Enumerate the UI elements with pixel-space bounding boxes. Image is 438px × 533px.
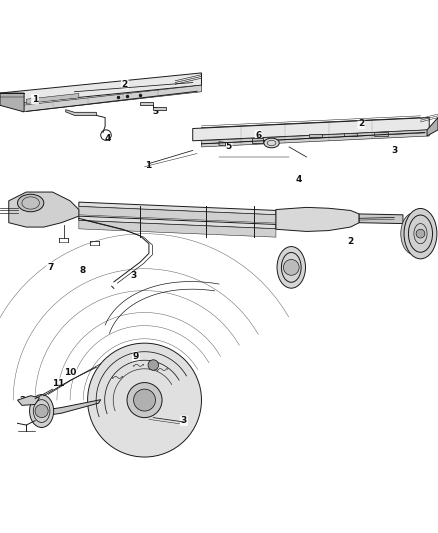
Text: 11: 11 xyxy=(52,378,64,387)
Polygon shape xyxy=(140,102,166,110)
Ellipse shape xyxy=(277,247,306,288)
Polygon shape xyxy=(66,110,96,115)
Circle shape xyxy=(416,229,425,238)
Polygon shape xyxy=(0,93,24,112)
Ellipse shape xyxy=(29,394,53,427)
Text: 2: 2 xyxy=(122,80,128,89)
Text: 1: 1 xyxy=(32,95,38,104)
Text: 1: 1 xyxy=(145,161,151,170)
Polygon shape xyxy=(79,202,276,215)
Polygon shape xyxy=(0,73,201,106)
Polygon shape xyxy=(26,93,79,103)
Text: 2: 2 xyxy=(20,397,26,406)
Polygon shape xyxy=(18,395,39,405)
Polygon shape xyxy=(79,221,276,237)
Polygon shape xyxy=(309,134,322,138)
Circle shape xyxy=(148,360,159,370)
Circle shape xyxy=(127,383,162,418)
Polygon shape xyxy=(374,132,388,135)
Text: 3: 3 xyxy=(131,271,137,280)
Polygon shape xyxy=(22,85,201,112)
Text: 6: 6 xyxy=(255,131,261,140)
Text: 7: 7 xyxy=(47,263,53,272)
Text: 8: 8 xyxy=(79,266,85,276)
Polygon shape xyxy=(219,142,226,146)
Circle shape xyxy=(88,343,201,457)
Polygon shape xyxy=(201,130,429,147)
Text: 3: 3 xyxy=(181,416,187,425)
Polygon shape xyxy=(252,138,263,142)
Ellipse shape xyxy=(264,138,279,148)
Text: 3: 3 xyxy=(152,107,159,116)
Text: 2: 2 xyxy=(358,119,364,128)
Circle shape xyxy=(35,405,48,418)
Polygon shape xyxy=(79,206,276,223)
Text: 12: 12 xyxy=(39,410,51,419)
Polygon shape xyxy=(9,192,79,227)
Polygon shape xyxy=(53,400,101,415)
Text: 9: 9 xyxy=(133,352,139,361)
Text: 10: 10 xyxy=(64,368,76,377)
Ellipse shape xyxy=(404,208,437,259)
Polygon shape xyxy=(193,118,429,141)
Ellipse shape xyxy=(18,194,44,212)
Text: 3: 3 xyxy=(391,147,397,155)
Ellipse shape xyxy=(401,213,427,254)
Polygon shape xyxy=(344,133,357,136)
Text: 2: 2 xyxy=(347,238,353,246)
Polygon shape xyxy=(79,216,276,229)
Polygon shape xyxy=(427,118,438,136)
Text: 4: 4 xyxy=(104,134,110,143)
Text: 5: 5 xyxy=(226,142,232,151)
Polygon shape xyxy=(359,214,403,223)
Polygon shape xyxy=(276,207,359,231)
Circle shape xyxy=(134,389,155,411)
Text: 4: 4 xyxy=(296,175,302,184)
Circle shape xyxy=(283,260,299,275)
